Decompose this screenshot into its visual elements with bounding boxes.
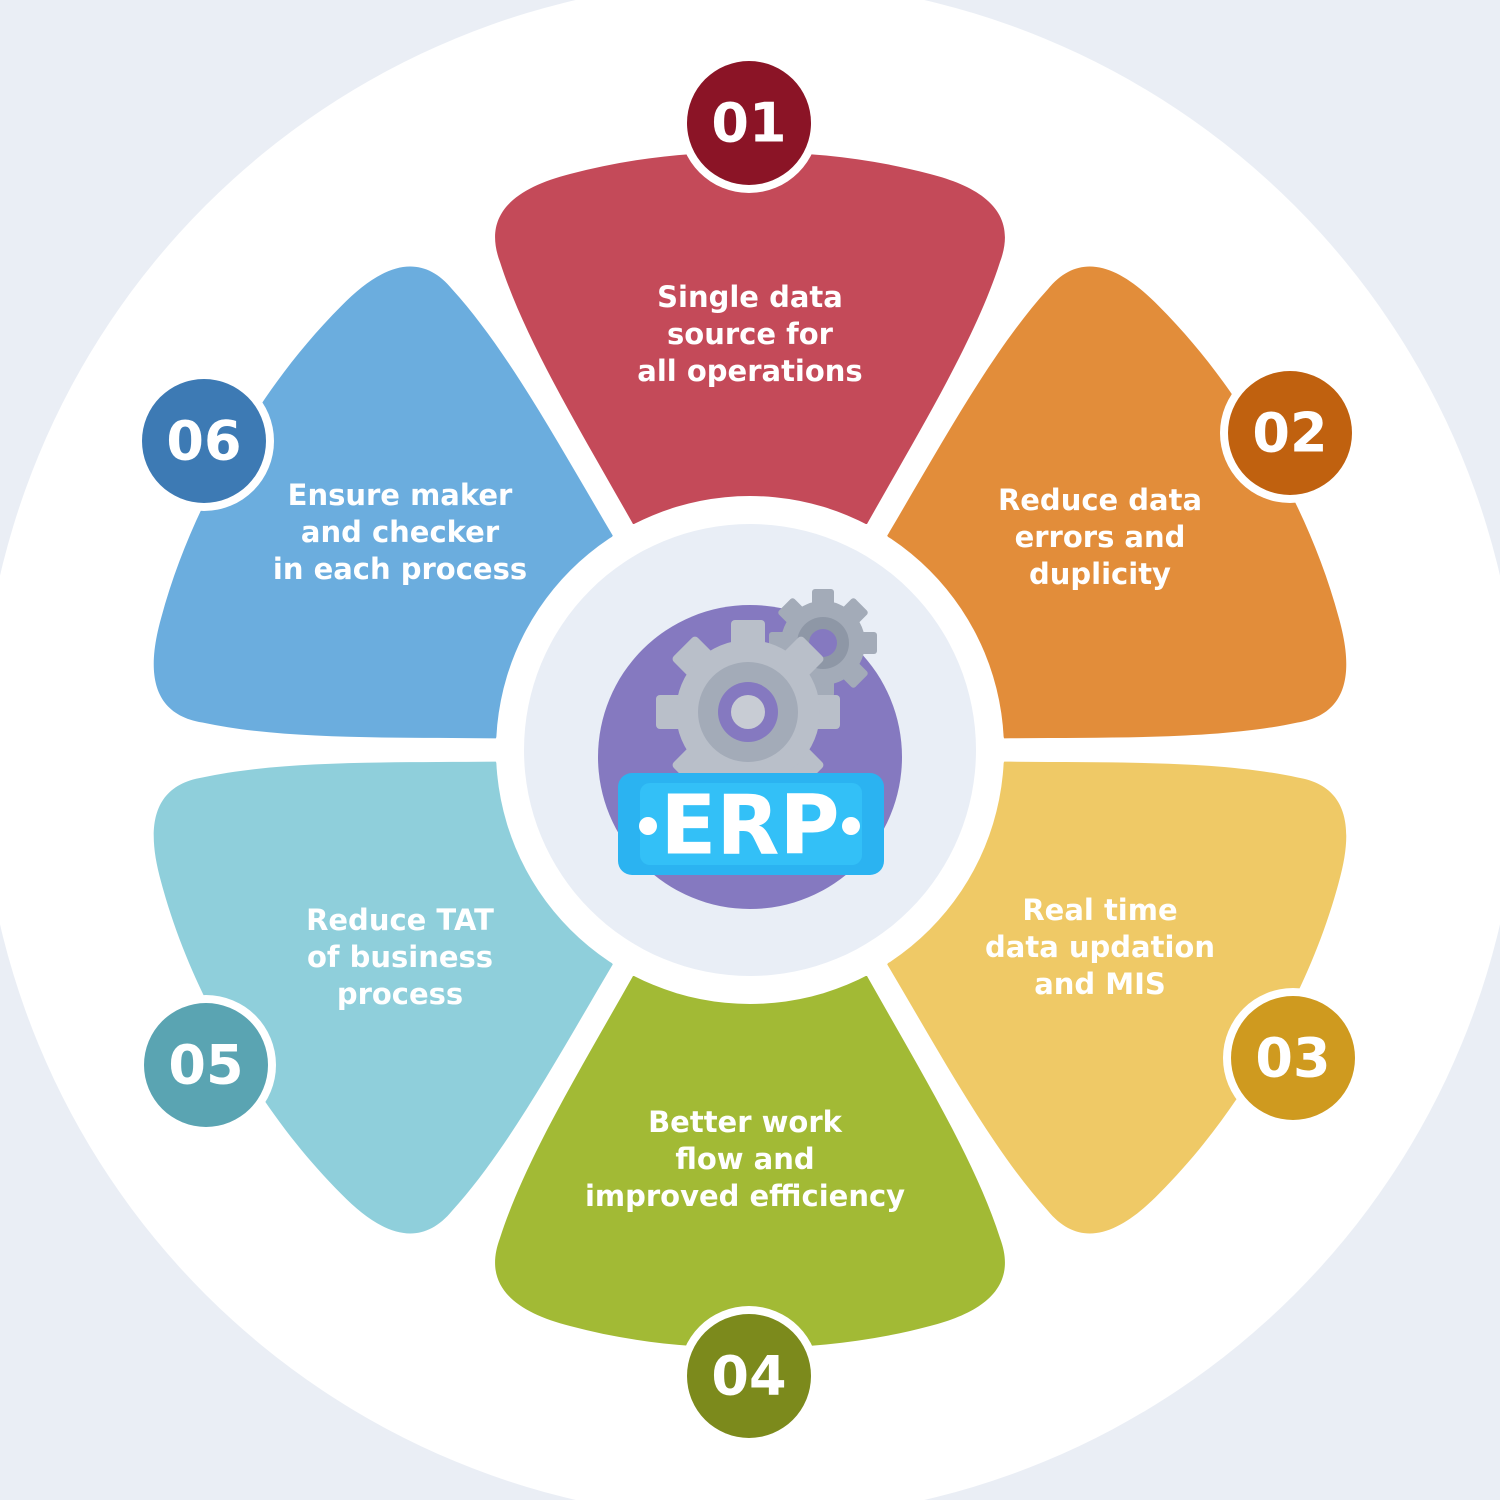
petal-label-line: of business: [307, 940, 493, 974]
petal-label-line: flow and: [675, 1142, 814, 1176]
petal-shape-2: [887, 266, 1347, 739]
badge-number-3: 03: [1255, 1027, 1330, 1090]
petal-shape-1: [495, 152, 1005, 524]
petal-label-line: Better work: [648, 1105, 843, 1139]
erp-label-badge: ERP: [618, 773, 884, 875]
erp-dot-right: [842, 817, 860, 835]
badge-circle: [687, 61, 811, 185]
petal-label-line: source for: [667, 317, 834, 351]
petal-label-line: and checker: [301, 515, 500, 549]
petal-1: Single data source for all operations: [495, 152, 1005, 524]
badge-circle: [1228, 371, 1352, 495]
petal-label-3: Real time data updation and MIS: [985, 893, 1215, 1001]
erp-label: ERP: [660, 779, 839, 874]
petal-label-line: all operations: [637, 354, 862, 388]
erp-dot-left: [639, 817, 657, 835]
petals-group: Single data source for all operations Reduc…: [153, 152, 1347, 1348]
petal-label-line: Reduce data: [998, 483, 1202, 517]
badge-number-4: 04: [711, 1345, 786, 1408]
erp-gears-icon: [656, 589, 877, 804]
petal-label-line: data updation: [985, 930, 1215, 964]
petal-label-line: process: [337, 977, 463, 1011]
number-badge-1: 01: [679, 53, 819, 193]
number-badge-6: 06: [134, 371, 274, 511]
petal-label-line: Real time: [1022, 893, 1177, 927]
petal-label-1: Single data source for all operations: [637, 280, 862, 388]
petal-shape-4: [495, 976, 1005, 1348]
badge-circle: [142, 379, 266, 503]
number-badge-5: 05: [136, 995, 276, 1135]
petal-label-line: Ensure maker: [288, 478, 513, 512]
petal-4: Better work flow and improved efficiency: [495, 976, 1005, 1348]
petal-label-line: Single data: [657, 280, 843, 314]
petal-label-6: Ensure maker and checker in each process: [273, 478, 527, 586]
badge-circle: [1231, 996, 1355, 1120]
petal-shape-6: [153, 266, 613, 739]
badge-number-1: 01: [711, 92, 786, 155]
petal-label-5: Reduce TAT of business process: [306, 903, 494, 1011]
badges-group: 01 02 03 04 05 06: [134, 53, 1363, 1446]
petal-label-line: errors and: [1015, 520, 1186, 554]
petal-5: Reduce TAT of business process: [153, 761, 613, 1234]
petal-3: Real time data updation and MIS: [887, 761, 1347, 1234]
center-hub: ERP: [496, 496, 1004, 1004]
badge-number-5: 05: [168, 1034, 243, 1097]
petal-label-line: duplicity: [1029, 557, 1171, 591]
petal-label-line: Reduce TAT: [306, 903, 494, 937]
petal-label-line: in each process: [273, 552, 527, 586]
petal-label-4: Better work flow and improved efficiency: [585, 1105, 905, 1213]
number-badge-3: 03: [1223, 988, 1363, 1128]
badge-circle: [144, 1003, 268, 1127]
petal-2: Reduce data errors and duplicity: [887, 266, 1347, 739]
petal-label-line: improved efficiency: [585, 1179, 905, 1213]
petal-label-2: Reduce data errors and duplicity: [998, 483, 1202, 591]
number-badge-2: 02: [1220, 363, 1360, 503]
petal-label-line: and MIS: [1034, 967, 1166, 1001]
petal-6: Ensure maker and checker in each process: [153, 266, 613, 739]
petal-shape-3: [887, 761, 1347, 1234]
badge-number-2: 02: [1252, 402, 1327, 465]
badge-circle: [687, 1314, 811, 1438]
badge-number-6: 06: [166, 410, 241, 473]
number-badge-4: 04: [679, 1306, 819, 1446]
petal-shape-5: [153, 761, 613, 1234]
